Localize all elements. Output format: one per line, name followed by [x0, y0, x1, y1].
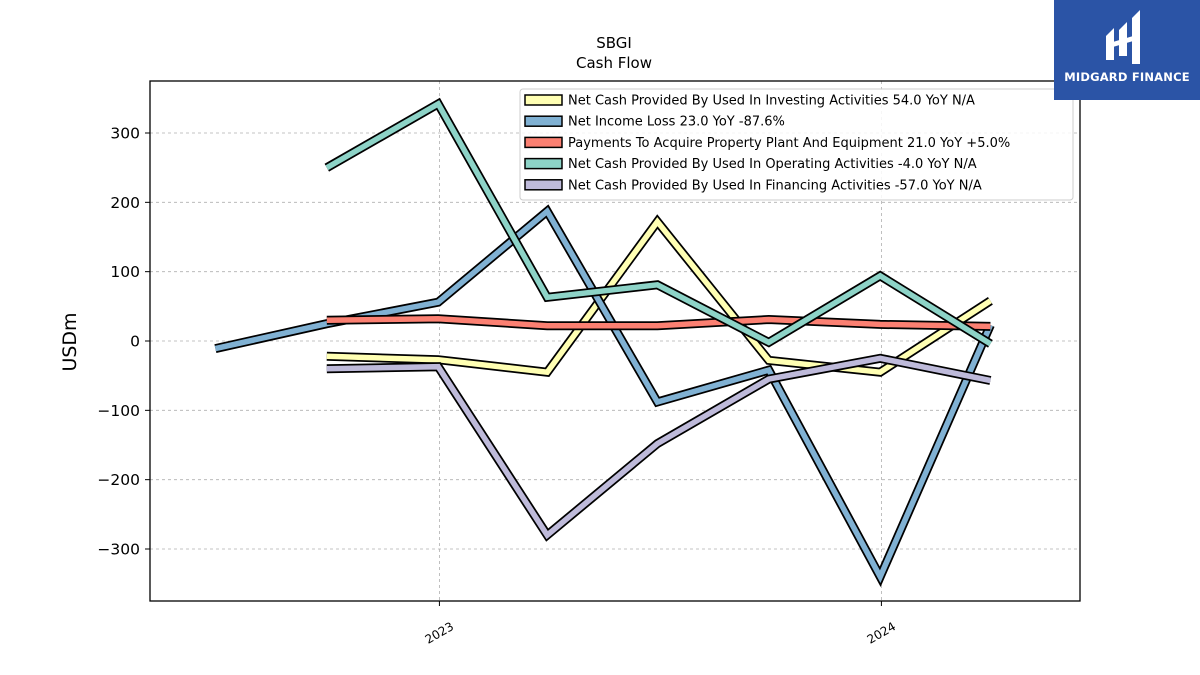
y-tick-label: 100	[110, 263, 140, 281]
legend-label: Net Cash Provided By Used In Operating A…	[568, 157, 977, 172]
legend-swatch	[524, 179, 563, 191]
series-line	[326, 217, 992, 376]
legend-swatch	[524, 157, 563, 170]
y-tick-label: 0	[130, 333, 140, 351]
legend-label: Net Cash Provided By Used In Investing A…	[568, 94, 975, 109]
chart-title: SBGI	[596, 34, 632, 52]
x-tick-label: 2024	[865, 619, 898, 646]
series-line	[326, 316, 991, 330]
y-tick-label: −300	[97, 541, 140, 559]
chart-subtitle: Cash Flow	[576, 54, 652, 72]
y-tick-label: 200	[110, 194, 140, 212]
x-ticks: 2023 2024	[423, 601, 898, 647]
brand-logo: MIDGARD FINANCE	[1054, 0, 1200, 100]
legend-swatch	[524, 115, 563, 127]
series-line-outline	[326, 353, 992, 542]
x-tick-label: 2023	[423, 619, 456, 646]
legend-label: Payments To Acquire Property Plant And E…	[568, 136, 1010, 151]
brand-name: MIDGARD FINANCE	[1064, 70, 1190, 84]
legend-box	[519, 88, 1074, 201]
y-tick-label: 300	[110, 125, 140, 143]
series-line	[326, 355, 991, 540]
legend: Net Cash Provided By Used In Investing A…	[519, 88, 1074, 201]
midgard-logo-icon	[1106, 10, 1140, 64]
legend-swatch	[524, 94, 563, 106]
y-tick-label: −100	[97, 402, 140, 420]
legend-swatch	[524, 136, 563, 149]
series-lines	[214, 97, 995, 587]
y-tick-label: −200	[97, 471, 140, 489]
legend-label: Net Cash Provided By Used In Financing A…	[568, 178, 982, 193]
y-axis-label: USDm	[59, 312, 81, 371]
series-line-outline	[214, 204, 995, 587]
series-line	[325, 100, 992, 347]
legend-label: Net Income Loss 23.0 YoY -87.6%	[568, 115, 785, 130]
series-line-outline	[326, 214, 993, 377]
y-ticks: −300 −200 −100 0 100 200 300	[97, 125, 150, 559]
series-line	[214, 207, 993, 583]
